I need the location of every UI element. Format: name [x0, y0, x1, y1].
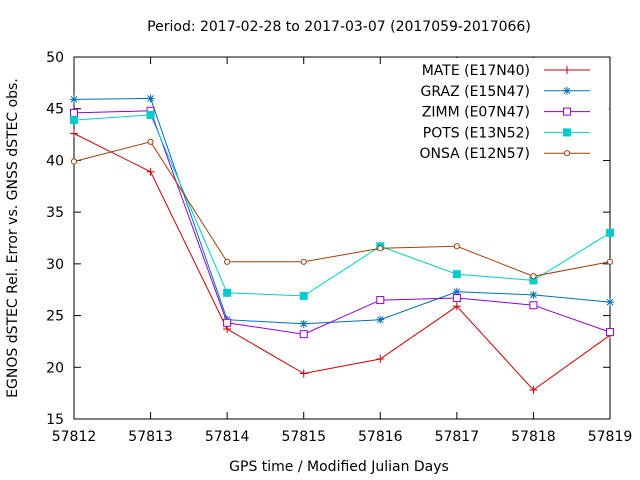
data-point-onsa [453, 243, 460, 250]
data-point-onsa [377, 245, 384, 252]
data-point-pots [452, 270, 461, 279]
y-tick-label: 30 [46, 257, 64, 273]
data-point-onsa [606, 258, 614, 265]
data-point-pots [606, 228, 614, 237]
data-point-graz [70, 95, 78, 104]
legend-label-pots: POTS (E13N52) [423, 125, 530, 141]
data-point-pots [146, 110, 155, 119]
data-point-pots [223, 288, 232, 297]
x-tick-label: 57817 [435, 429, 480, 445]
data-point-zimm [299, 330, 308, 339]
y-tick-label: 45 [46, 102, 64, 118]
x-tick-label: 57813 [128, 429, 173, 445]
y-tick-label: 20 [46, 360, 64, 376]
x-tick-label: 57814 [205, 429, 250, 445]
y-tick-label: 25 [46, 309, 64, 325]
plot-frame [73, 56, 611, 420]
series-line-pots [73, 114, 611, 297]
data-point-pots [299, 291, 308, 300]
x-tick-label: 57816 [358, 429, 403, 445]
series-line-zimm [73, 110, 611, 335]
legend-label-graz: GRAZ (E15N47) [421, 84, 531, 100]
chart-title: Period: 2017-02-28 to 2017-03-07 (201705… [147, 19, 531, 35]
data-point-onsa [300, 258, 307, 265]
data-point-zimm [529, 301, 538, 310]
data-point-zimm [452, 293, 461, 302]
x-tick-label: 57819 [588, 429, 633, 445]
data-point-onsa [70, 158, 78, 165]
legend-marker-graz [563, 86, 571, 95]
legend-marker-mate [563, 66, 571, 74]
data-point-graz [376, 315, 385, 324]
y-tick-label: 50 [46, 50, 64, 66]
data-point-mate [452, 302, 461, 311]
data-point-graz [529, 290, 538, 299]
data-point-zimm [606, 328, 614, 337]
data-point-onsa [530, 273, 537, 280]
x-tick-label: 57818 [511, 429, 556, 445]
legend: MATE (E17N40) GRAZ (E15N47) ZIMM (E07N47) P… [406, 58, 609, 162]
data-point-mate [376, 355, 385, 364]
legend-label-onsa: ONSA (E12N57) [419, 146, 530, 162]
legend-marker-onsa [563, 150, 571, 157]
plot-area: 15 20 25 30 35 40 45 50 57812 57813 57814 57815 5781… [46, 50, 632, 445]
y-tick-label: 35 [46, 205, 64, 221]
series-line-mate [73, 133, 611, 391]
series-line-onsa [73, 141, 611, 277]
data-point-onsa [147, 138, 154, 145]
data-point-mate [70, 129, 78, 138]
data-point-mate [299, 369, 308, 378]
series-line-graz [73, 97, 611, 325]
legend-label-mate: MATE (E17N40) [422, 63, 530, 79]
data-point-zimm [376, 296, 385, 305]
data-point-pots [70, 116, 78, 125]
legend-background [406, 58, 609, 160]
x-tick-label: 57815 [281, 429, 326, 445]
data-point-graz [606, 298, 614, 307]
legend-marker-zimm [563, 107, 571, 116]
legend-label-zimm: ZIMM (E07N47) [422, 105, 530, 121]
y-tick-label: 40 [46, 153, 64, 169]
data-point-mate [529, 386, 538, 395]
data-point-mate [146, 167, 155, 176]
data-point-zimm [70, 108, 78, 117]
data-point-graz [299, 319, 308, 328]
data-point-graz [146, 94, 155, 103]
data-point-onsa [224, 258, 231, 265]
data-point-zimm [223, 318, 232, 327]
x-axis-label: GPS time / Modified Julian Days [229, 459, 449, 475]
x-tick-label: 57812 [52, 429, 97, 445]
y-tick-label: 15 [46, 412, 64, 428]
y-axis-label: EGNOS dSTEC Rel. Error vs. GNSS dSTEC ob… [5, 78, 21, 398]
legend-marker-pots [563, 128, 571, 137]
